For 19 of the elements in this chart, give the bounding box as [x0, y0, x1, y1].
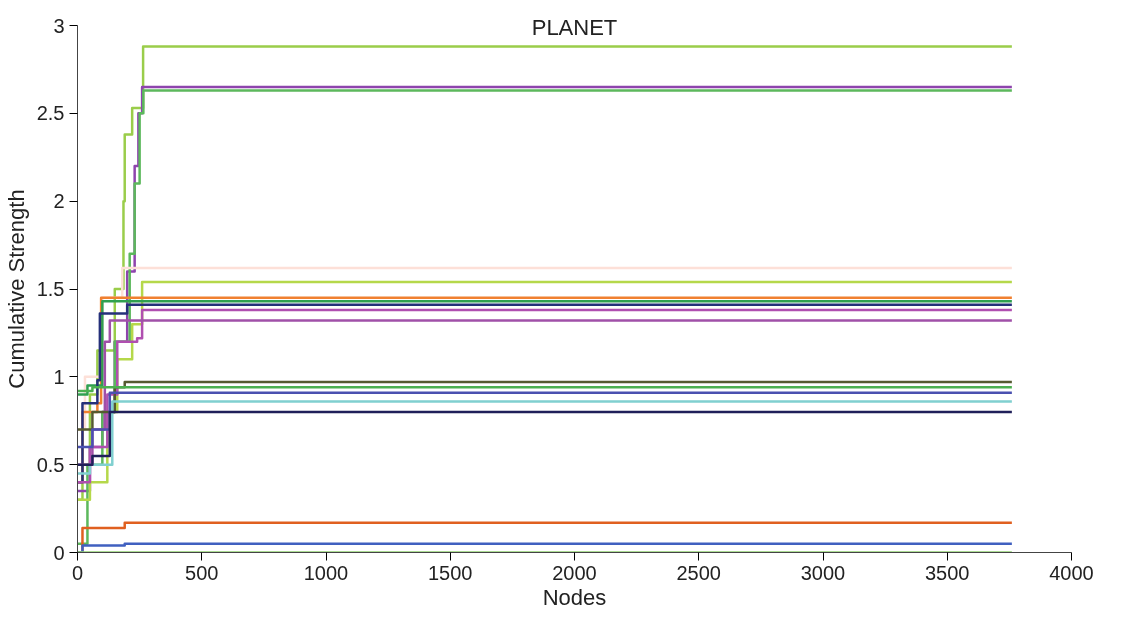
- x-tick-label: 0: [71, 561, 84, 584]
- x-tick-label: 3500: [925, 561, 970, 584]
- x-axis-title: Nodes: [542, 584, 607, 610]
- y-tick-label: 2.5: [36, 102, 65, 125]
- y-tick-label: 2: [53, 190, 65, 213]
- y-axis-title: Cumulative Strength: [3, 189, 29, 389]
- y-tick-label: 0.5: [36, 453, 65, 476]
- x-tick-label: 2000: [552, 561, 597, 584]
- y-tick-label: 0: [53, 541, 65, 564]
- x-tick-label: 3000: [800, 561, 846, 584]
- x-tick-label: 1500: [428, 561, 473, 584]
- x-tick-label: 500: [185, 561, 219, 584]
- x-tick-label: 2500: [676, 561, 721, 584]
- y-tick-label: 1: [53, 365, 65, 388]
- x-tick-label: 1000: [303, 561, 349, 584]
- chart-title: PLANET: [531, 14, 618, 40]
- x-tick-label: 4000: [1049, 561, 1094, 584]
- y-tick-label: 3: [53, 14, 65, 37]
- y-tick-label: 1.5: [36, 278, 65, 300]
